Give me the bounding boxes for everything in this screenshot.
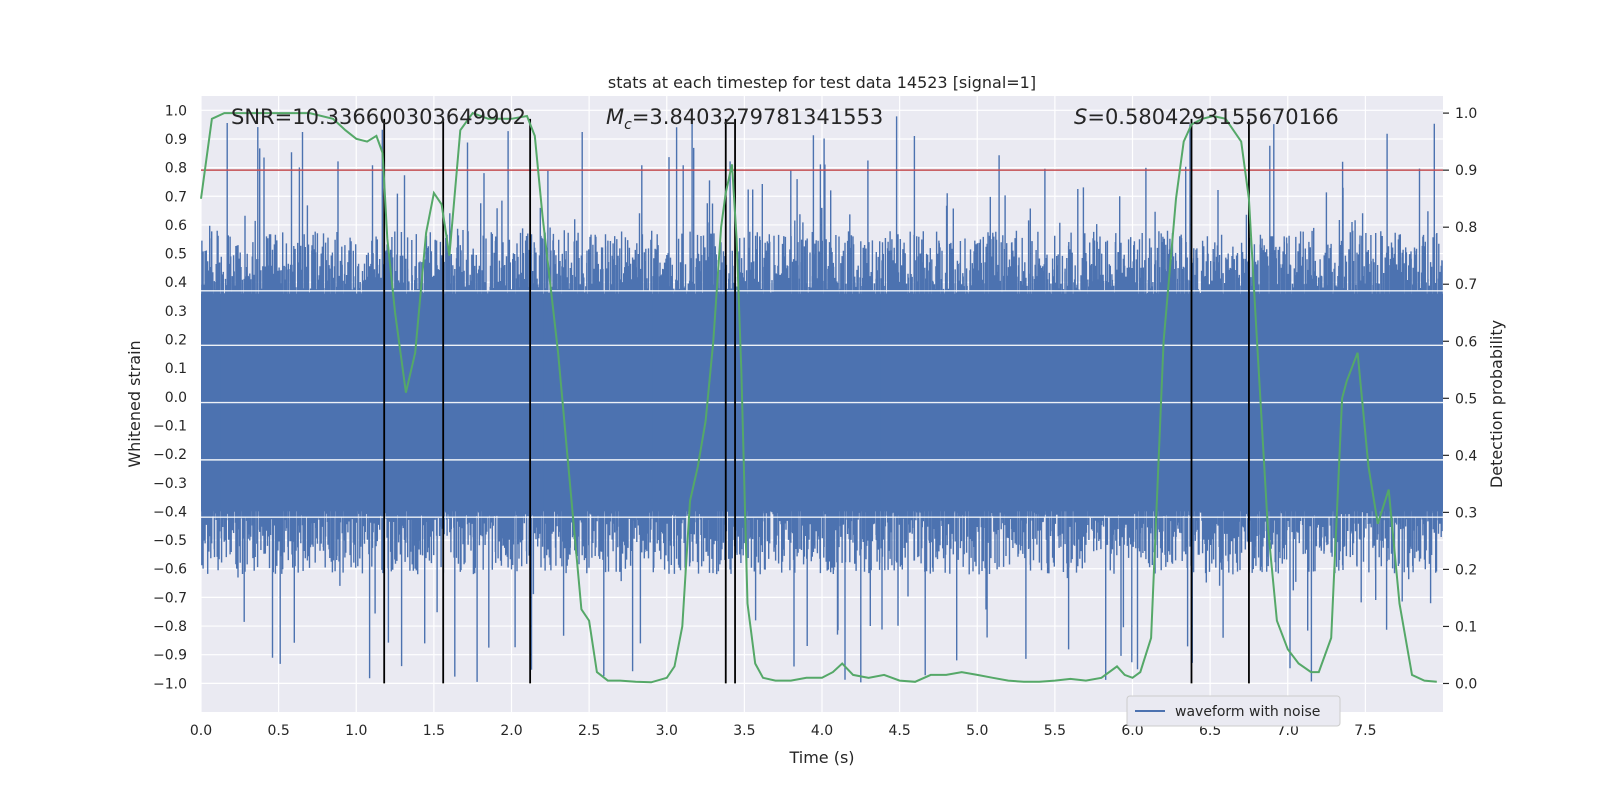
x-tick-label: 4.0	[811, 723, 833, 739]
probability-series	[200, 111, 1437, 684]
y2-tick-label: 0.7	[1455, 277, 1477, 293]
x-tick-label: 0.5	[267, 723, 289, 739]
y-tick-label: 0.3	[165, 304, 187, 320]
x-tick-label: 3.5	[733, 723, 755, 739]
y-tick-label: −0.1	[153, 418, 187, 434]
x-tick-label: 1.0	[345, 723, 367, 739]
x-tick-label: 7.0	[1277, 723, 1299, 739]
y2-tick-label: 0.0	[1455, 676, 1477, 692]
x-tick-label: 1.5	[423, 723, 445, 739]
chart-title: stats at each timestep for test data 145…	[608, 73, 1036, 92]
x-tick-label: 2.5	[578, 723, 600, 739]
y-tick-label: 0.5	[165, 247, 187, 263]
y2-tick-label: 0.2	[1455, 562, 1477, 578]
x-axis-ticks: 0.0 0.5 1.0 1.5 2.0 2.5 3.0 3.5 4.0 4.5 5.0 5.5 6.0 6…	[190, 723, 1377, 739]
waveform-line	[201, 116, 1443, 683]
x-axis-label: Time (s)	[788, 748, 854, 767]
y-tick-label: −0.8	[153, 619, 187, 635]
y2-tick-label: 0.8	[1455, 220, 1477, 236]
y-tick-label: 0.1	[165, 361, 187, 377]
y2-tick-label: 1.0	[1455, 106, 1477, 122]
y-tick-label: −1.0	[153, 676, 187, 692]
chirp-mass-annotation: Mc=3.8403279781341553	[606, 105, 883, 133]
x-tick-label: 7.5	[1354, 723, 1376, 739]
x-tick-label: 4.5	[888, 723, 910, 739]
y2-tick-label: 0.5	[1455, 391, 1477, 407]
x-tick-label: 0.0	[190, 723, 212, 739]
y2-tick-label: 0.4	[1455, 448, 1477, 464]
y-tick-label: −0.5	[153, 533, 187, 549]
x-tick-label: 3.0	[656, 723, 678, 739]
y-tick-label: 0.2	[165, 333, 187, 349]
y2-tick-label: 0.3	[1455, 505, 1477, 521]
snr-annotation: SNR=10.336600303649902	[231, 105, 526, 129]
x-tick-label: 6.5	[1199, 723, 1221, 739]
y-tick-label: −0.6	[153, 562, 187, 578]
y-tick-label: 0.7	[165, 189, 187, 205]
y-axis-label: Whitened strain	[125, 340, 144, 467]
y-tick-label: 0.6	[165, 218, 187, 234]
left-axis-ticks: 1.0 0.9 0.8 0.7 0.6 0.5 0.4 0.3 0.2 0.1 0.0 −0.1 −0.…	[153, 103, 187, 692]
y-tick-label: −0.7	[153, 590, 187, 606]
x-tick-label: 5.0	[966, 723, 988, 739]
x-tick-label: 2.0	[500, 723, 522, 739]
legend-box	[1126, 695, 1341, 727]
y-tick-label: −0.9	[153, 648, 187, 664]
y-tick-label: −0.3	[153, 476, 187, 492]
y-tick-label: 0.8	[165, 161, 187, 177]
x-tick-label: 6.0	[1121, 723, 1143, 739]
y-tick-label: 0.4	[165, 275, 187, 291]
legend-label: waveform with noise	[1175, 704, 1320, 720]
y-tick-label: −0.4	[153, 504, 187, 520]
y2-tick-label: 0.9	[1455, 163, 1477, 179]
y2-tick-label: 0.6	[1455, 334, 1477, 350]
waveform-series	[201, 116, 1443, 683]
y2-tick-label: 0.1	[1455, 619, 1477, 635]
right-axis-ticks: 1.0 0.9 0.8 0.7 0.6 0.5 0.4 0.3 0.2 0.1 0.0	[1443, 106, 1477, 692]
spin-annotation: S=0.5804293155670166	[1074, 105, 1339, 129]
x-tick-label: 5.5	[1044, 723, 1066, 739]
y-tick-label: 0.0	[165, 390, 187, 406]
y-tick-label: −0.2	[153, 447, 187, 463]
legend: waveform with noise	[1126, 695, 1341, 727]
y-tick-label: 1.0	[165, 103, 187, 119]
y-tick-label: 0.9	[165, 132, 187, 148]
y2-axis-label: Detection probability	[1487, 320, 1506, 488]
